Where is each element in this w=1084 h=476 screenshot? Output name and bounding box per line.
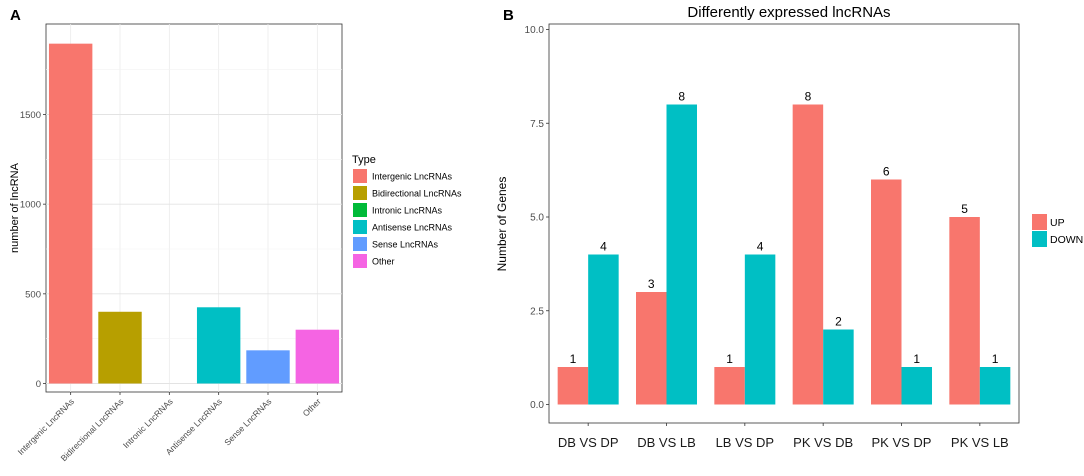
panel-b-data-label: 4: [757, 240, 764, 254]
panel-b-bar-lb-vs-dp-up: [714, 367, 745, 405]
panel-b-bar-pk-vs-dp-down: [901, 367, 932, 405]
panel-b-bar-db-vs-lb-up: [636, 292, 667, 405]
panel-b-legend-label: UP: [1050, 217, 1065, 229]
panel-b-xtick-label: DB VS DP: [558, 435, 619, 450]
panel-b-xtick-label: LB VS DP: [716, 435, 775, 450]
panel-a-legend-label: Bidirectional LncRNAs: [372, 189, 462, 199]
panel-b-plot-area: [548, 23, 1020, 424]
panel-b-xtick-label: PK VS DB: [793, 435, 853, 450]
panel-b-bar-db-vs-dp-up: [557, 367, 589, 405]
panel-b-data-label: 3: [648, 277, 655, 291]
panel-b-y-ticks: 0.0 2.5 5.0 7.5 10.0: [525, 25, 549, 411]
panel-a-xtick-label: Other: [301, 396, 323, 418]
panel-a-bar-intergenic-lncrnas: [48, 43, 93, 384]
panel-a-legend-key-bidirectional-lncrnas: [353, 186, 367, 200]
panel-a-ytick-label: 500: [25, 289, 41, 300]
panel-b-bar-lb-vs-dp-down: [744, 254, 776, 405]
panel-b-title: Differently expressed lncRNAs: [687, 4, 890, 21]
panel-b-bar-db-vs-dp-down: [588, 254, 619, 405]
panel-b-ytick-label: 7.5: [530, 119, 544, 130]
panel-b-data-label: 1: [992, 352, 999, 366]
panel-a-xtick-label: Intronic LncRNAs: [121, 396, 175, 450]
panel-b-data-label: 1: [913, 352, 920, 366]
panel-a-plot-area: [45, 23, 343, 393]
panel-b-bar-pk-vs-db-down: [823, 329, 854, 405]
panel-a-label: A: [10, 7, 21, 24]
panel-b-bar-pk-vs-lb-up: [949, 217, 980, 405]
panel-a-y-ticks: 0 500 1000 1500: [20, 110, 46, 390]
panel-b-ytick-label: 0.0: [530, 400, 544, 411]
panel-b-data-label: 2: [835, 315, 842, 329]
panel-b-bar-pk-vs-db-up: [792, 104, 824, 405]
panel-a-legend-label: Other: [372, 257, 395, 267]
panel-a-legend-key-other: [353, 254, 367, 268]
panel-a-legend-label: Intergenic LncRNAs: [372, 172, 453, 182]
panel-a-ytick-label: 0: [36, 379, 41, 390]
panel-a-bar-antisense-lncrnas: [196, 307, 241, 384]
panel-b-y-axis-label: Number of Genes: [495, 177, 509, 272]
panel-b-ytick-label: 10.0: [525, 25, 545, 36]
panel-a-bar-bidirectional-lncrnas: [98, 311, 142, 384]
panel-a-legend-key-intronic-lncrnas: [353, 203, 367, 217]
panel-b-data-label: 4: [600, 240, 607, 254]
panel-a-y-axis-label: number of lncRNA: [9, 162, 21, 253]
panel-b-data-label: 1: [570, 352, 577, 366]
panel-b-data-label: 8: [805, 90, 812, 104]
panel-b-bar-pk-vs-dp-up: [871, 179, 902, 405]
panel-b-legend: UP DOWN: [1032, 214, 1083, 247]
panel-a-xtick-label: Sense LncRNAs: [222, 396, 273, 447]
panel-b-data-label: 1: [726, 352, 733, 366]
panel-a-bars: [48, 43, 340, 384]
panel-a-ytick-label: 1500: [20, 110, 41, 121]
panel-b-legend-key-down: [1032, 231, 1047, 247]
panel-a-ytick-label: 1000: [20, 200, 41, 211]
panel-b-bar-db-vs-lb-down: [666, 104, 697, 405]
panel-a-legend-key-antisense-lncrnas: [353, 220, 367, 234]
panel-a-legend: Type Intergenic LncRNAs Bidirectional Lnc…: [352, 154, 462, 268]
panel-a-bar-sense-lncrnas: [246, 350, 290, 384]
panel-b-ytick-label: 2.5: [530, 306, 544, 317]
panel-b-label: B: [503, 7, 514, 24]
panel-a-legend-label: Antisense LncRNAs: [372, 223, 453, 233]
panel-b-bars: [557, 104, 1011, 405]
panel-a-bar-other: [295, 329, 340, 384]
panel-b-x-ticks: DB VS DP DB VS LB LB VS DP PK VS DB PK VS DP…: [558, 423, 1009, 450]
panel-b-ytick-label: 5.0: [530, 213, 544, 224]
panel-a-legend-key-sense-lncrnas: [353, 237, 367, 251]
panel-a-legend-key-intergenic-lncrnas: [353, 169, 367, 183]
panel-b-bar-pk-vs-lb-down: [979, 367, 1011, 405]
panel-b-xtick-label: DB VS LB: [637, 435, 696, 450]
panel-a-legend-label: Intronic LncRNAs: [372, 206, 443, 216]
panel-a-legend-title: Type: [352, 154, 376, 166]
panel-b-legend-label: DOWN: [1050, 234, 1083, 246]
panel-b-xtick-label: PK VS LB: [951, 435, 1009, 450]
panel-b-data-label: 6: [883, 165, 890, 179]
panel-b-xtick-label: PK VS DP: [872, 435, 932, 450]
panel-a-legend-label: Sense LncRNAs: [372, 240, 439, 250]
panel-b-legend-key-up: [1032, 214, 1047, 230]
panel-b-data-label: 8: [678, 90, 685, 104]
panel-b-data-label: 5: [961, 202, 968, 216]
